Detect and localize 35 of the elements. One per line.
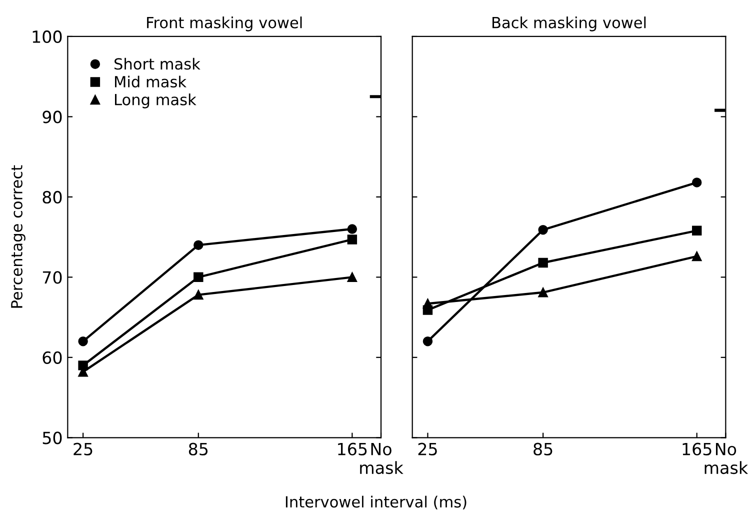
point [538,224,548,235]
point [194,290,204,300]
x-tick-label: 25 [418,442,437,456]
x-tick-label: 165 [682,442,712,456]
legend-label: Mid mask [115,76,186,88]
y-tick-label: 70 [42,271,62,284]
x-tick-label: 85 [534,442,552,456]
point [692,251,702,262]
point [538,258,548,268]
x-tick-label: 25 [74,442,92,456]
point [347,234,358,244]
point [422,298,433,309]
point [347,272,358,282]
chart-title: Front masking vowel [147,16,302,32]
y-tick-label: 50 [42,432,62,444]
chart-title: Back masking vowel [492,16,646,32]
x-tick-label: 85 [188,442,208,456]
y-axis-title: Percentage correct [11,165,26,308]
y-tick-label: 80 [42,190,62,204]
y-tick-label: 100 [32,30,62,44]
point [422,336,433,346]
point [194,272,204,282]
legend-label: Short mask [114,58,200,70]
point [692,226,702,236]
point [538,288,548,298]
point [347,224,358,234]
x-axis-title: Intervowel interval (ms) [286,496,466,510]
point [194,240,204,250]
y-tick-label: 60 [42,351,62,364]
x-tick-label: 165 [338,442,367,456]
point [692,178,702,188]
legend-label: Long mask [115,94,196,108]
point [78,360,88,370]
point [78,336,88,346]
y-tick-label: 90 [42,110,62,124]
